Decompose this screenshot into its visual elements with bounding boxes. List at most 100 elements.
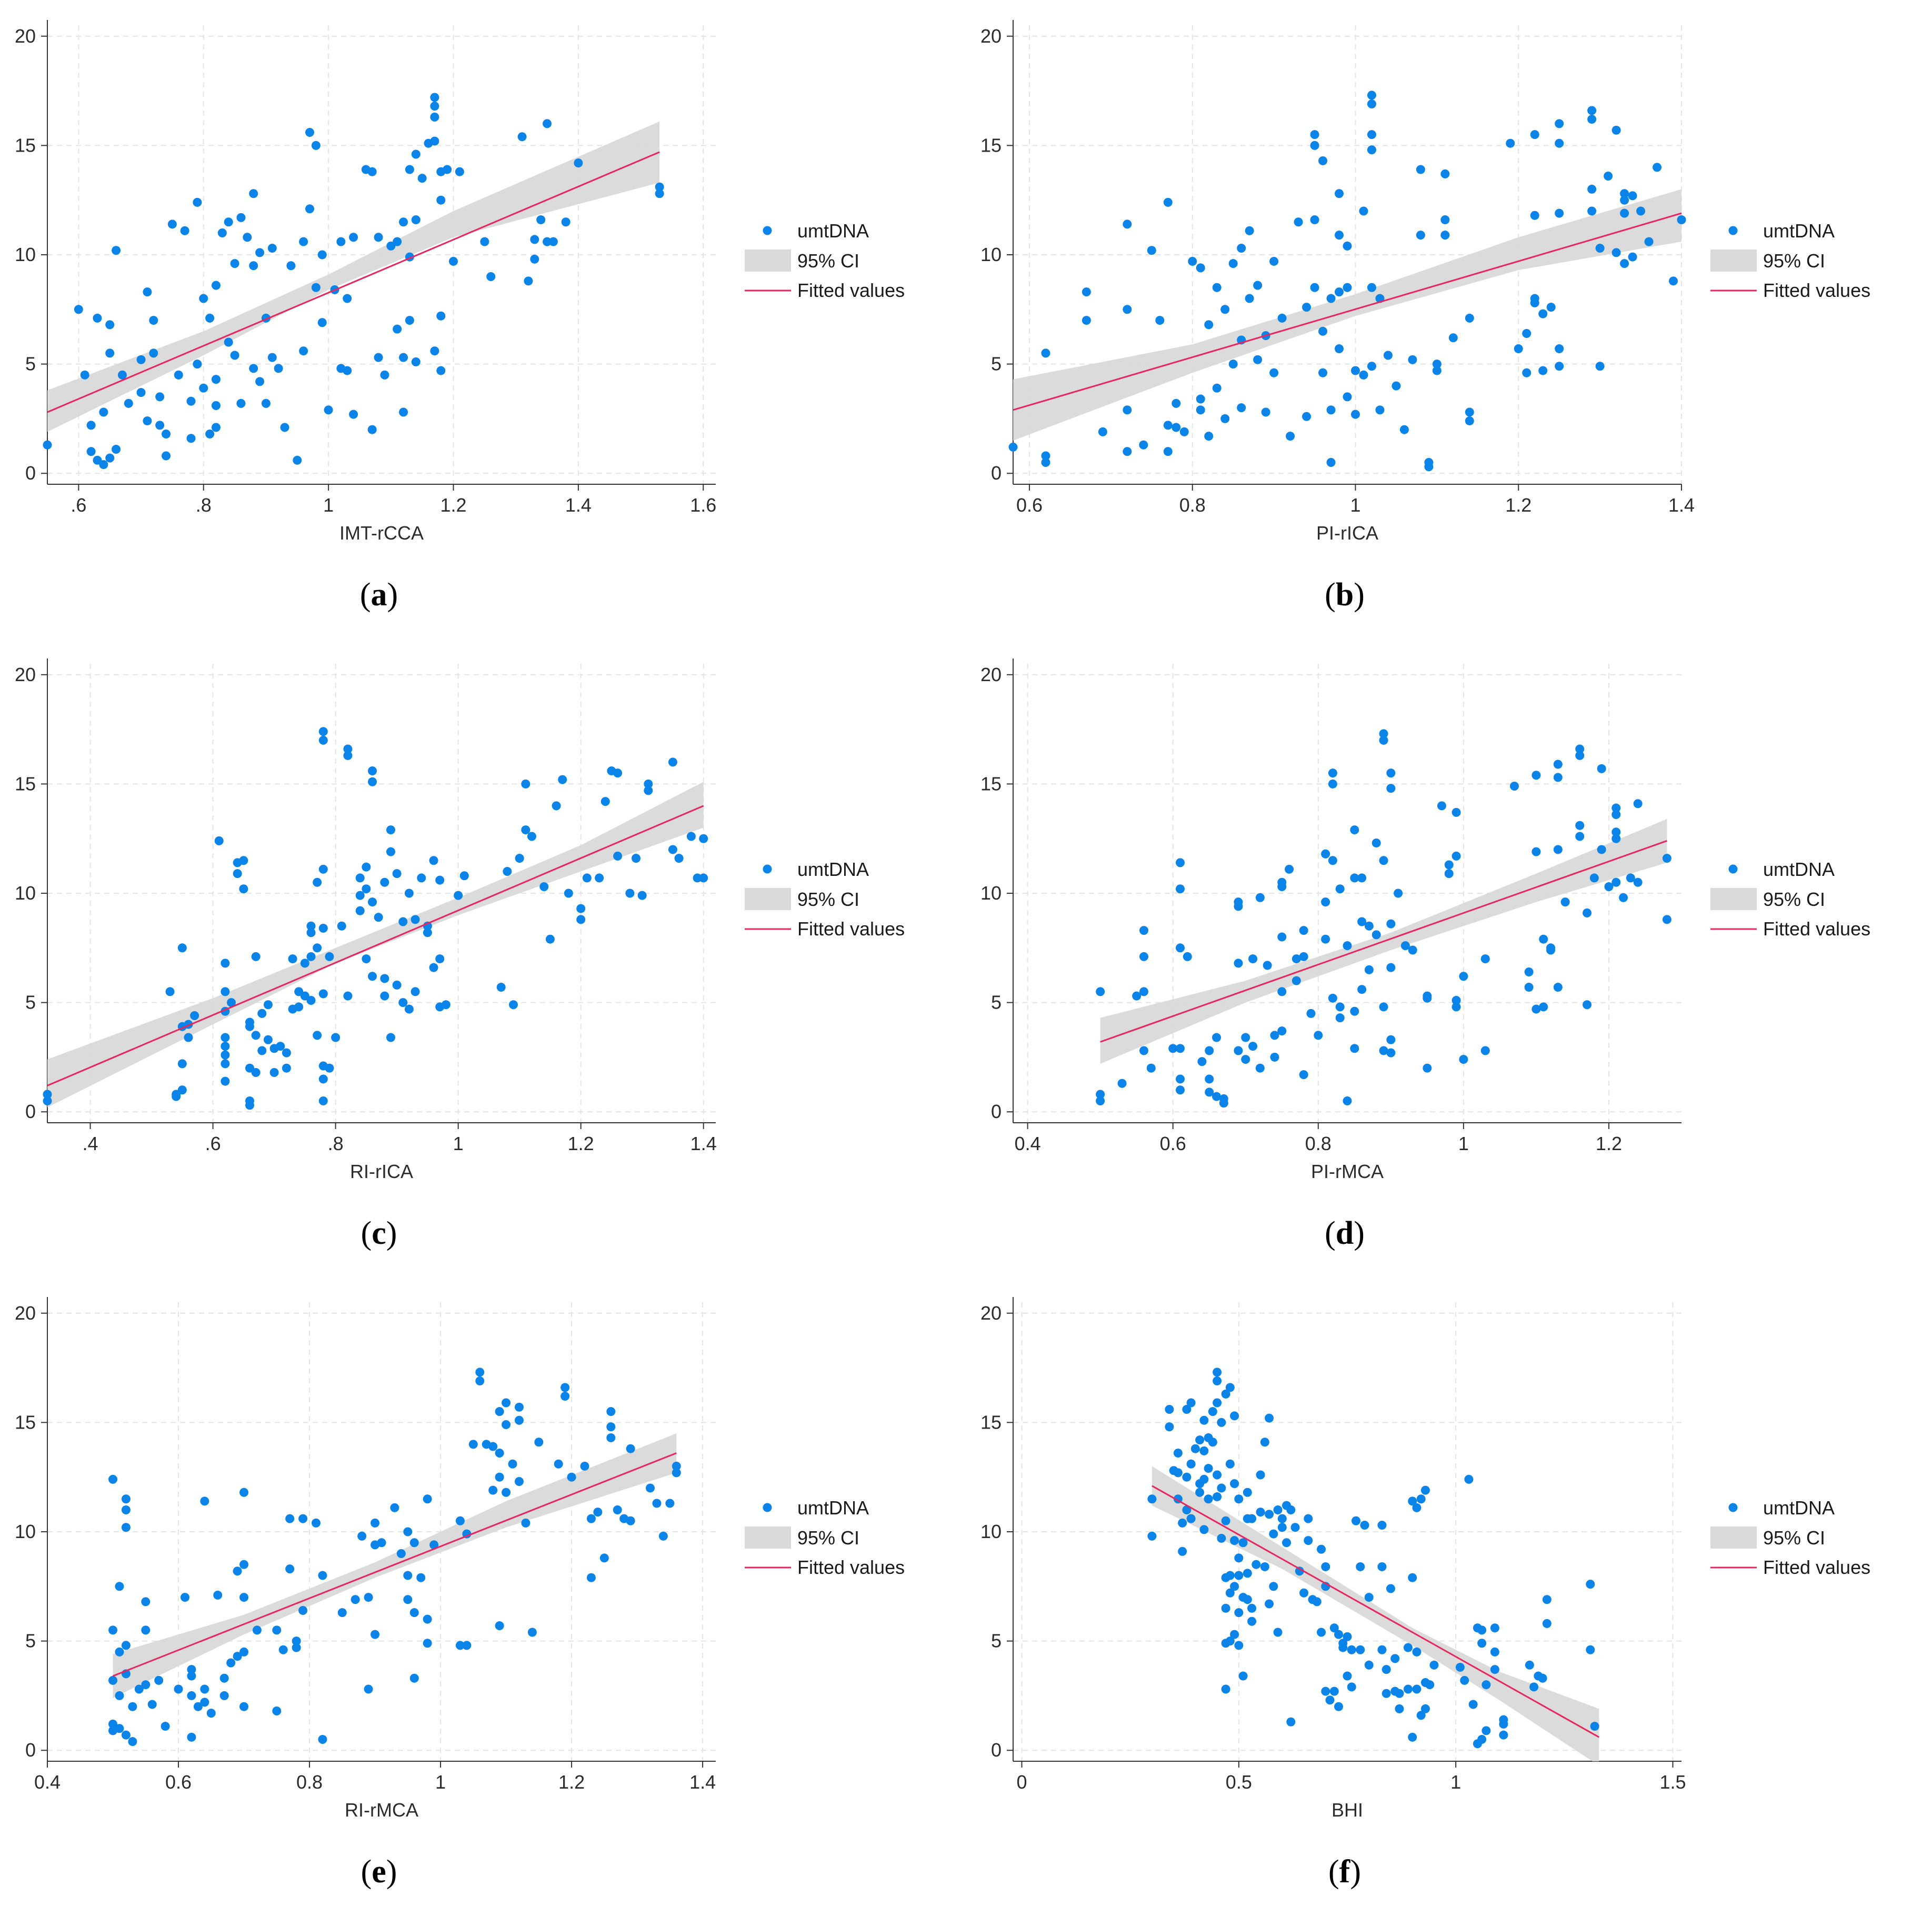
data-point <box>1408 1732 1417 1742</box>
x-tick-label: .6 <box>205 1133 221 1154</box>
data-point <box>233 1652 242 1661</box>
data-point <box>1286 432 1295 441</box>
data-point <box>1480 1046 1490 1055</box>
data-point <box>1245 294 1254 303</box>
data-point <box>1364 921 1374 931</box>
data-point <box>1425 1680 1435 1690</box>
data-point <box>1208 1407 1217 1416</box>
legend-label-fit: Fitted values <box>1763 918 1870 940</box>
data-point <box>1356 1562 1365 1571</box>
data-point <box>1379 856 1388 865</box>
data-point <box>1529 1682 1539 1692</box>
data-points <box>1147 1368 1599 1749</box>
data-point <box>112 445 121 454</box>
data-point <box>1357 917 1367 926</box>
data-point <box>121 1641 131 1650</box>
ci-band <box>47 782 704 1107</box>
data-point <box>1117 1079 1127 1088</box>
data-point <box>1375 405 1385 415</box>
data-point <box>1178 1518 1187 1528</box>
data-point <box>331 1033 341 1042</box>
data-point <box>1530 211 1539 220</box>
data-point <box>613 1505 622 1514</box>
data-point <box>514 1415 524 1425</box>
data-point <box>1350 1044 1359 1053</box>
data-point <box>1343 941 1352 951</box>
data-point <box>1155 316 1165 325</box>
data-point <box>1546 943 1556 953</box>
data-point <box>1217 1418 1226 1427</box>
data-point <box>1542 1595 1551 1604</box>
chart-panel-b: 0 5 10 15 20 0.6 0.8 1 1.2 1.4 PI-rICA umtDNA 95% CI… <box>980 20 1870 613</box>
data-point <box>1321 934 1330 944</box>
legend: umtDNA 95% CI Fitted values <box>1710 859 1870 940</box>
panel-caption: (c) <box>361 1215 397 1251</box>
legend-marker-ci <box>745 888 791 910</box>
gridlines <box>47 1302 716 1761</box>
data-point <box>1525 1660 1534 1670</box>
data-point <box>398 917 408 926</box>
data-point <box>1394 889 1403 898</box>
x-tick-label: 0.4 <box>1015 1133 1041 1154</box>
data-point <box>1429 1660 1439 1670</box>
data-point <box>1199 1474 1209 1484</box>
data-point <box>298 1514 308 1523</box>
data-points <box>43 93 664 470</box>
legend: umtDNA 95% CI Fitted values <box>745 859 905 940</box>
data-point <box>1234 902 1243 911</box>
data-point <box>1269 1529 1278 1539</box>
data-point <box>454 891 463 900</box>
x-tick-label: 1 <box>1458 1133 1469 1154</box>
data-point <box>190 1011 199 1021</box>
legend-label-ci: 95% CI <box>1763 889 1825 910</box>
data-point <box>1597 764 1606 773</box>
y-tick-label: 15 <box>980 773 1002 794</box>
x-tick-label: 1.6 <box>690 494 716 516</box>
data-point <box>115 1691 124 1700</box>
data-point <box>1628 252 1637 262</box>
x-tick-label: 0.4 <box>34 1771 61 1793</box>
legend-marker-points <box>1728 864 1738 874</box>
data-point <box>1219 1094 1228 1103</box>
data-point <box>1662 915 1671 924</box>
data-point <box>1256 1470 1265 1480</box>
data-point <box>368 766 377 775</box>
data-point <box>411 357 421 366</box>
data-point <box>267 244 277 253</box>
data-point <box>305 204 315 214</box>
y-tick-label: 15 <box>15 134 36 156</box>
data-point <box>1403 1684 1413 1694</box>
data-point <box>272 1625 282 1635</box>
data-point <box>1481 1726 1491 1735</box>
data-point <box>1163 197 1173 207</box>
data-point <box>1611 248 1621 257</box>
data-point <box>1539 1002 1548 1012</box>
data-point <box>1334 1702 1344 1711</box>
data-point <box>1256 1508 1265 1517</box>
data-point <box>1590 1722 1599 1731</box>
data-point <box>1379 735 1388 745</box>
data-point <box>1424 462 1434 472</box>
data-point <box>1123 305 1132 314</box>
data-point <box>1082 287 1091 297</box>
data-point <box>539 882 549 892</box>
y-tick-label: 15 <box>15 773 36 794</box>
data-point <box>399 353 408 362</box>
x-tick-label: 0.6 <box>1160 1133 1186 1154</box>
data-point <box>292 1636 301 1646</box>
data-point <box>1261 407 1270 417</box>
legend-label-ci: 95% CI <box>1763 1527 1825 1549</box>
data-point <box>318 727 328 736</box>
data-point <box>1277 1026 1287 1036</box>
data-point <box>386 1033 395 1042</box>
data-point <box>1451 851 1461 861</box>
data-point <box>495 1407 504 1416</box>
data-point <box>1186 1459 1196 1469</box>
data-point <box>1555 344 1564 354</box>
y-tick-label: 10 <box>15 1521 36 1542</box>
data-point <box>1347 1682 1356 1692</box>
data-point <box>149 316 158 325</box>
data-point <box>257 1009 267 1018</box>
y-tick-label: 20 <box>980 664 1002 685</box>
data-point <box>1597 845 1606 854</box>
